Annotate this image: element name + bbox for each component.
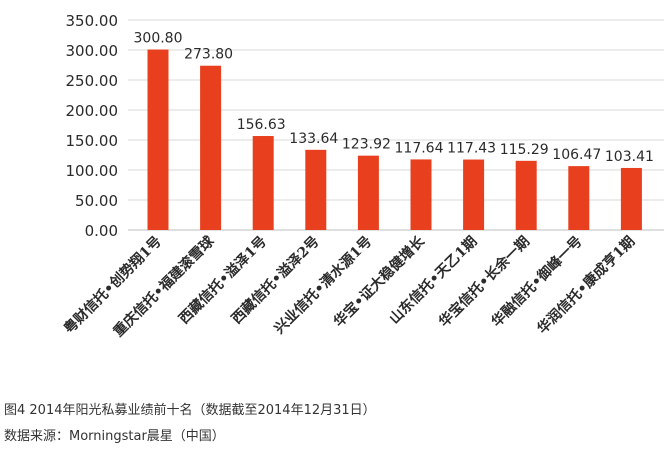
y-tick-label: 300.00	[66, 42, 119, 60]
x-category-label: 山东信托•天乙1期	[386, 233, 481, 328]
figure-caption: 图4 2014年阳光私募业绩前十名（数据截至2014年12月31日）	[4, 403, 376, 418]
value-label: 300.80	[134, 31, 183, 47]
bar	[200, 65, 222, 230]
value-label: 123.92	[342, 137, 391, 153]
bar	[568, 166, 590, 230]
y-tick-label: 200.00	[66, 102, 119, 120]
value-label: 115.29	[500, 142, 549, 158]
y-tick-label: 0.00	[85, 222, 118, 240]
x-category-label: 粤财信托•创势翔1号	[60, 233, 164, 337]
data-source-note: 数据来源：Morningstar晨星（中国）	[4, 429, 225, 444]
y-tick-label: 50.00	[75, 192, 118, 210]
bar	[410, 159, 432, 230]
value-label: 133.64	[289, 131, 338, 147]
x-axis-category-labels: 粤财信托•创势翔1号重庆信托•福建滚雪球西藏信托•溢泽1号西藏信托•溢泽2号兴业…	[60, 232, 638, 340]
bar	[147, 49, 169, 230]
value-label: 106.47	[552, 147, 601, 163]
value-label: 273.80	[184, 47, 233, 63]
value-label: 103.41	[605, 149, 654, 165]
x-category-label: 华宝•证大稳健增长	[330, 232, 428, 330]
bar	[515, 160, 537, 230]
value-label: 117.64	[395, 140, 444, 156]
y-axis-tick-labels: 0.00 50.00 100.00 150.00 200.00 250.00 300.00 3…	[66, 12, 119, 240]
bar	[357, 155, 379, 230]
y-tick-label: 250.00	[66, 72, 119, 90]
x-category-label: 兴业信托•清水源1号	[271, 233, 375, 337]
value-label: 156.63	[237, 117, 286, 133]
x-category-label: 重庆信托•福建滚雪球	[110, 232, 218, 340]
value-label: 117.43	[447, 141, 496, 157]
bar	[620, 167, 642, 230]
y-tick-label: 100.00	[66, 162, 119, 180]
y-tick-label: 150.00	[66, 132, 119, 150]
bar	[305, 149, 327, 230]
bar-chart: 0.00 50.00 100.00 150.00 200.00 250.00 300.00 3…	[60, 12, 664, 340]
x-category-label: 华宝信托•长余一期	[435, 233, 533, 331]
x-category-label: 华润信托•康成亨1期	[534, 233, 638, 337]
bar	[463, 159, 485, 230]
x-category-label: 西藏信托•溢泽2号	[228, 233, 323, 328]
x-category-label: 华融信托•御峰一号	[488, 233, 586, 331]
y-tick-label: 350.00	[66, 12, 119, 30]
bars	[147, 49, 642, 230]
bar	[252, 136, 274, 230]
x-category-label: 西藏信托•溢泽1号	[175, 233, 270, 328]
